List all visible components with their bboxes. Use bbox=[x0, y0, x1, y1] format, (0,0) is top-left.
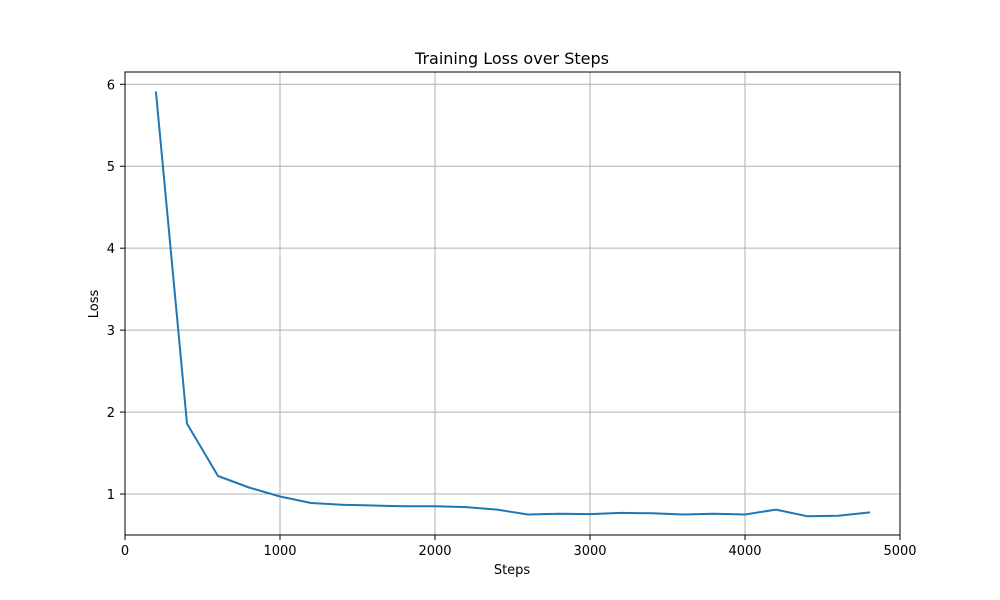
series-layer bbox=[154, 91, 871, 518]
chart-title: Training Loss over Steps bbox=[414, 49, 609, 68]
y-tick-label: 2 bbox=[107, 406, 115, 421]
y-tick-label: 4 bbox=[107, 242, 115, 257]
y-tick-label: 5 bbox=[107, 160, 115, 175]
x-tick-label: 2000 bbox=[418, 544, 451, 559]
y-tick-label: 1 bbox=[107, 488, 115, 503]
x-axis-label: Steps bbox=[494, 563, 531, 578]
loss-series-line bbox=[154, 91, 871, 518]
x-tick-label: 1000 bbox=[263, 544, 296, 559]
y-axis-label: Loss bbox=[87, 290, 102, 319]
grid-layer bbox=[124, 72, 901, 535]
y-tick-label: 6 bbox=[107, 78, 115, 93]
x-tick-label: 0 bbox=[121, 544, 129, 559]
x-tick-label: 4000 bbox=[728, 544, 761, 559]
plot-area-frame bbox=[124, 71, 901, 536]
x-tick-label: 5000 bbox=[883, 544, 916, 559]
tick-layer: 0 1000 2000 3000 4000 5000 1 2 3 4 5 6 bbox=[107, 78, 917, 559]
y-tick-label: 3 bbox=[107, 324, 115, 339]
x-tick-label: 3000 bbox=[573, 544, 606, 559]
